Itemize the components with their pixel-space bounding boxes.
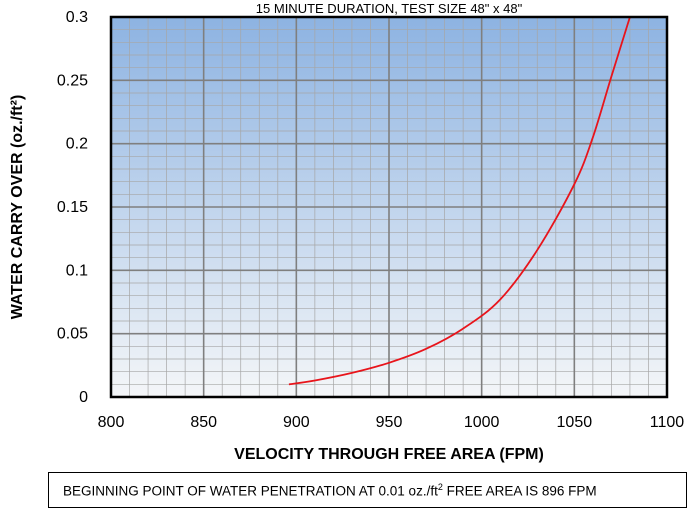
y-tick-label: 0.2: [66, 136, 88, 153]
note-text: BEGINNING POINT OF WATER PENETRATION AT …: [63, 482, 597, 499]
y-tick-label: 0.15: [57, 199, 88, 216]
chart: 800 850 900 950 1000 1050 1100 0 0.05 0.1 0.15 0.2…: [9, 1, 685, 463]
note-superscript: 2: [437, 481, 443, 492]
plot-frame: [109, 15, 669, 399]
x-tick-label: 850: [190, 414, 217, 431]
x-tick-label: 800: [98, 414, 125, 431]
penetration-note-box: BEGINNING POINT OF WATER PENETRATION AT …: [48, 472, 687, 508]
y-tick-label: 0.05: [57, 326, 88, 343]
x-tick-label: 950: [376, 414, 403, 431]
x-tick-labels: 800 850 900 950 1000 1050 1100: [98, 414, 685, 431]
y-tick-labels: 0 0.05 0.1 0.15 0.2 0.25 0.3: [57, 9, 88, 406]
chart-title: 15 MINUTE DURATION, TEST SIZE 48" x 48": [256, 1, 523, 16]
x-axis-label: VELOCITY THROUGH FREE AREA (FPM): [234, 446, 544, 463]
x-tick-label: 1100: [650, 414, 685, 431]
y-tick-label: 0.3: [66, 9, 88, 26]
x-tick-label: 1050: [557, 414, 593, 431]
series-line: [288, 16, 631, 386]
note-text-after: FREE AREA IS 896 FPM: [442, 483, 597, 499]
x-tick-label: 900: [283, 414, 310, 431]
x-tick-label: 1000: [464, 414, 500, 431]
y-tick-label: 0: [79, 389, 88, 406]
y-tick-label: 0.25: [57, 72, 88, 89]
y-tick-label: 0.1: [66, 262, 88, 279]
series-layer: [288, 16, 631, 386]
note-text-before: BEGINNING POINT OF WATER PENETRATION AT …: [63, 483, 438, 499]
y-axis-label: WATER CARRY OVER (oz./ft²): [9, 95, 26, 320]
